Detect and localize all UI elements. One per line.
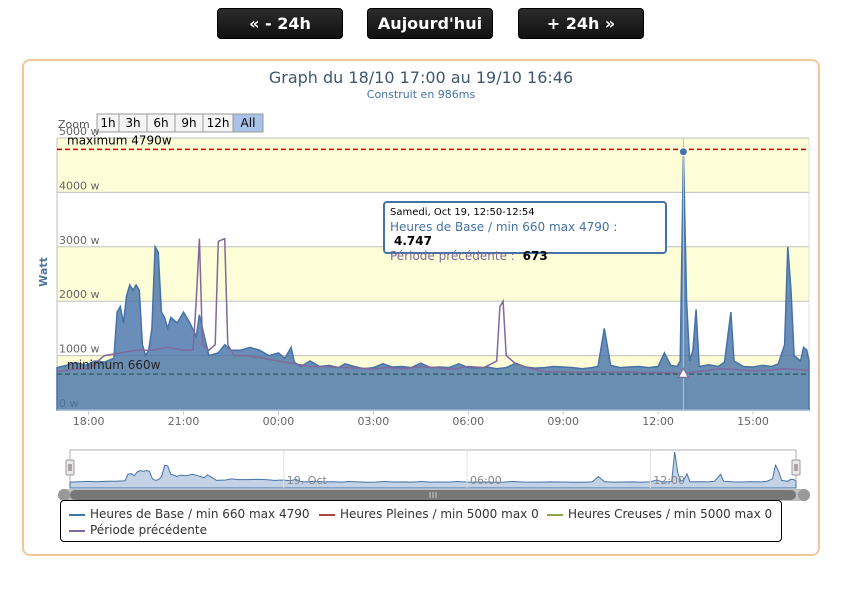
tooltip-series2-value: 673 [522,249,548,263]
tooltip: Samedi, Oct 19, 12:50-12:54 Heures de Ba… [383,201,667,263]
series-layer [56,151,810,411]
zoom-buttons: 1h 3h 6h 9h 12h All [96,113,264,133]
chart-subtitle: Construit en 986ms [367,88,476,101]
navigator[interactable]: 19. Oct 06:00 12:00 [58,449,810,501]
x-tick-label: 03:00 [358,415,390,428]
hover-point-previous [677,367,690,378]
x-tick-label: 18:00 [73,415,105,428]
markers [677,138,690,410]
tooltip-series2-label: Période précédente : [390,249,515,263]
y-tick-label: 3000 w [59,234,100,247]
y-tick-label: 4000 w [59,179,100,192]
tooltip-series1-value: 4.747 [394,234,432,248]
legend-label-pleines: Heures Pleines / min 5000 max 0 [340,507,539,521]
zoom-button-label-9h: 9h [181,116,196,130]
zoom-label: Zoom [58,118,90,131]
zoom-button-All[interactable] [232,113,264,133]
legend-swatch-creuses [547,513,563,516]
navigator-handle-right[interactable] [791,459,801,476]
legend-swatch-previous [69,529,85,532]
legend: Heures de Base / min 660 max 4790 Heures… [60,500,782,542]
zoom-button-label-3h: 3h [125,116,140,130]
x-axis-ticks: 18:00 21:00 00:00 03:00 06:00 09:00 12:00 15:00 [57,409,809,428]
y-axis-label: Watt [37,257,50,287]
tooltip-series1-label: Heures de Base / min 660 max 4790 : [390,220,618,234]
navigator-series [69,451,797,489]
chart-frame [22,59,820,556]
next-24h-button[interactable]: + 24h » [518,8,644,39]
x-tick-label: 06:00 [452,415,484,428]
navigator-handle-left[interactable] [65,459,75,476]
zoom-button-label-All: All [241,116,256,130]
today-button[interactable]: Aujourd'hui [367,8,493,39]
y-tick-label: 2000 w [59,288,100,301]
zoom-button-label-1h: 1h [100,116,115,130]
chart-title: Graph du 18/10 17:00 au 19/10 16:46 [269,68,573,87]
y-tick-label: 5000 w [59,125,100,138]
y-tick-label: 1000 w [59,343,100,356]
zoom-button-label-6h: 6h [153,116,168,130]
legend-item-creuses[interactable]: Heures Creuses / min 5000 max 0 [547,507,772,521]
legend-swatch-base [69,513,85,516]
x-tick-label: 21:00 [168,415,200,428]
zoom-button-label-12h: 12h [207,116,230,130]
scrollbar-left-arrow[interactable] [58,489,70,501]
tooltip-header: Samedi, Oct 19, 12:50-12:54 [390,207,535,218]
legend-item-pleines[interactable]: Heures Pleines / min 5000 max 0 [319,507,539,521]
series-heures-de-base-area [56,151,810,411]
legend-label-base: Heures de Base / min 660 max 4790 [90,507,310,521]
legend-label-previous: Période précédente [90,523,207,537]
prev-24h-button[interactable]: « - 24h [217,8,343,39]
navigator-label: 12:00 [653,474,685,487]
navigator-label: 19. Oct [287,474,328,487]
navigator-label: 06:00 [470,474,502,487]
legend-item-base[interactable]: Heures de Base / min 660 max 4790 [69,507,310,521]
legend-swatch-pleines [319,513,335,516]
min-plot-label: minimum 660w [67,358,161,372]
hover-point-base [678,147,688,157]
legend-label-creuses: Heures Creuses / min 5000 max 0 [568,507,773,521]
max-plot-label: maximum 4790w [67,133,172,147]
series-periode-precedente-line [56,237,810,375]
legend-item-previous[interactable]: Période précédente [69,523,207,537]
scrollbar-right-arrow[interactable] [798,489,810,501]
x-tick-label: 09:00 [547,415,579,428]
x-tick-label: 00:00 [263,415,295,428]
x-tick-label: 15:00 [737,415,769,428]
x-tick-label: 12:00 [642,415,674,428]
